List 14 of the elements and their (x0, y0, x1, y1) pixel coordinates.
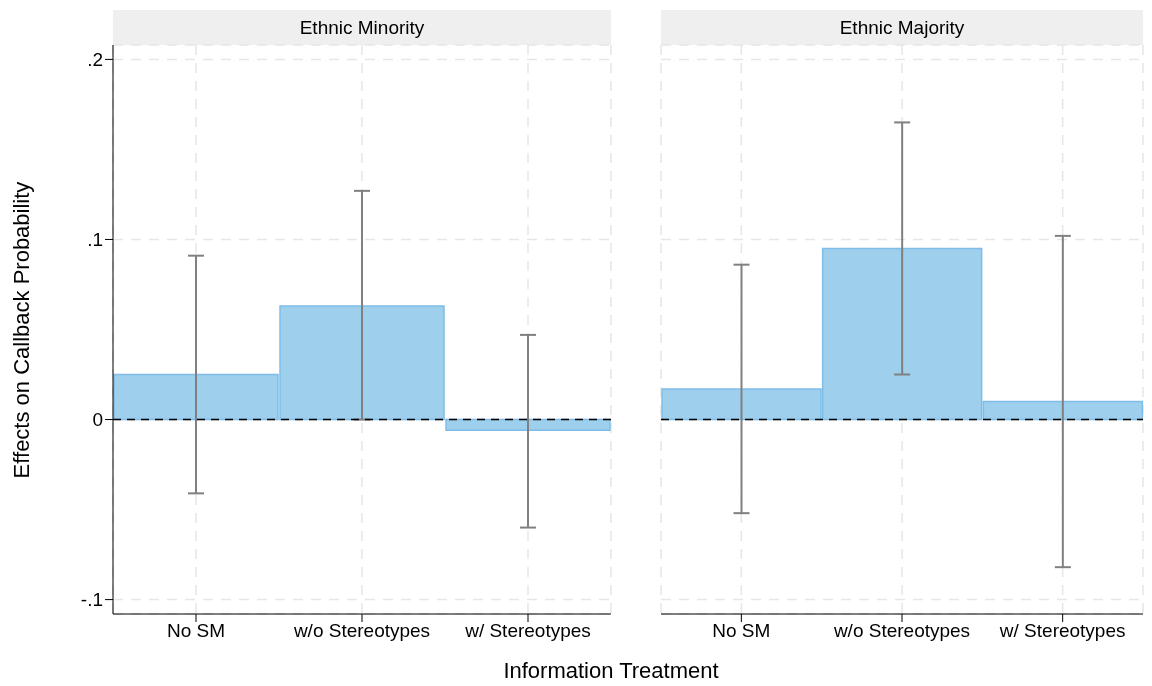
x-tick-label: No SM (712, 620, 771, 642)
x-tick-label: No SM (166, 620, 226, 642)
y-axis-title: Effects on Callback Probability (9, 181, 35, 479)
x-tick-label: w/o Stereotypes (292, 620, 431, 642)
x-tick-label: w/ Stereotypes (998, 620, 1126, 642)
chart-title: Ethnic Minority (113, 10, 611, 45)
x-tick-label: w/ Stereotypes (464, 620, 591, 642)
x-tick-label: w/o Stereotypes (832, 620, 971, 642)
x-axis-title: Information Treatment (502, 658, 720, 684)
y-tick-label: -.1 (80, 589, 103, 611)
chart-title: Ethnic Majority (661, 10, 1143, 45)
y-tick-label: .2 (87, 49, 103, 71)
y-tick-label: 0 (92, 409, 103, 431)
y-tick-label: .1 (87, 229, 103, 251)
